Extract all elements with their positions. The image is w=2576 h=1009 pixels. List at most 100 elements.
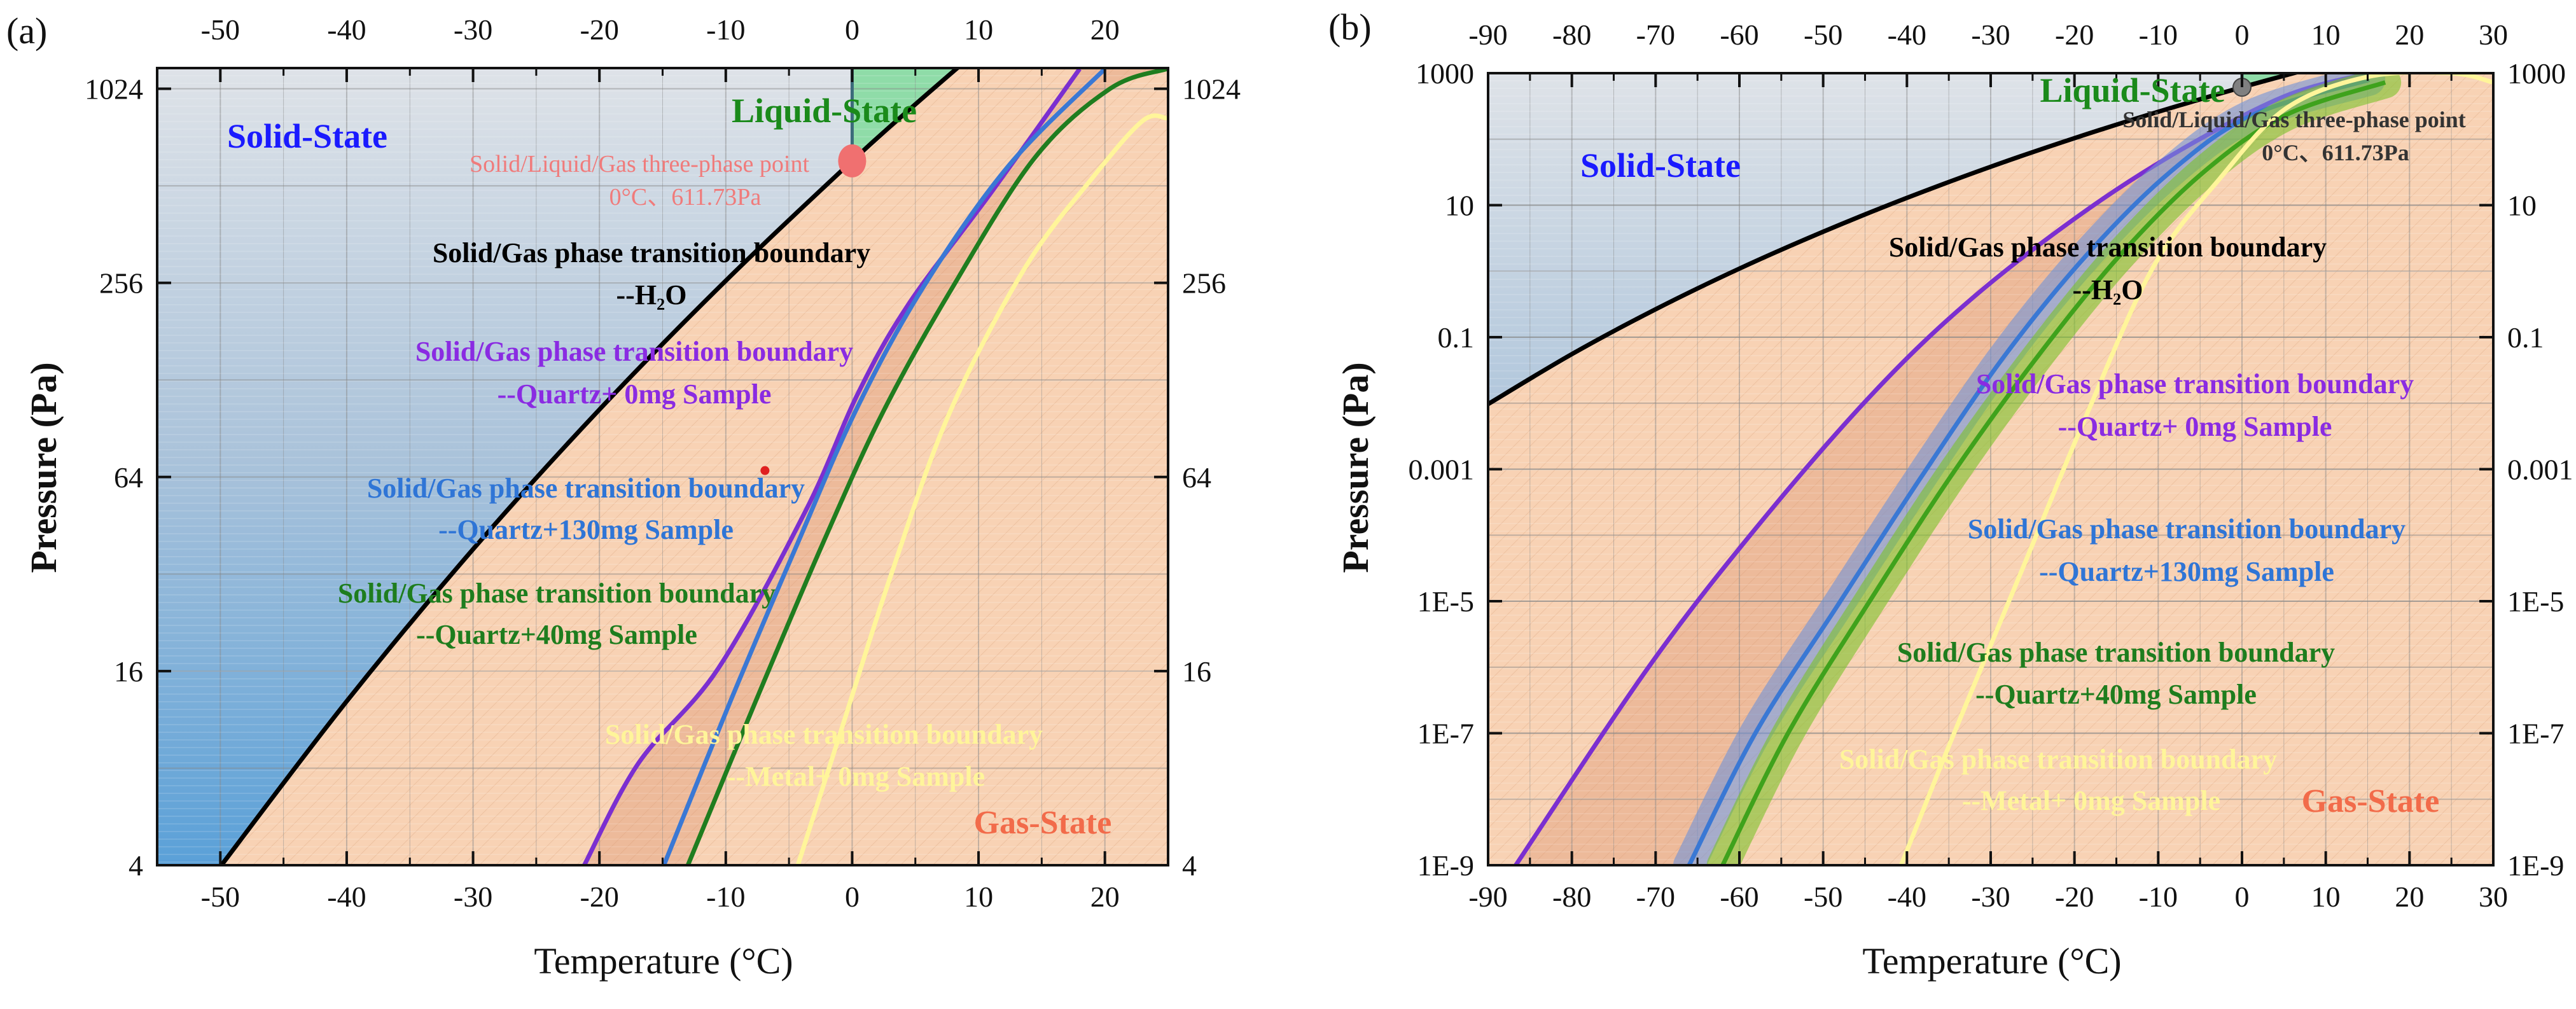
y-tick-label-left: 64 [114, 461, 143, 494]
h2o-label: Solid/Gas phase transition boundary [1889, 232, 2327, 263]
x-tick-label-bottom: -20 [580, 880, 619, 913]
triple-point-value: 0°C、611.73Pa [609, 184, 762, 211]
y-tick-label-right: 1E-9 [2507, 849, 2564, 882]
y-tick-label-right: 10 [2507, 190, 2537, 222]
panel-label-b: (b) [1328, 6, 1372, 48]
axis-ticks-b: -90 -90 -80 -80 -70 -70 -60 -60 -50 -50 -40 -40 -30 -… [1409, 18, 2573, 913]
quartz40-label: Solid/Gas phase transition boundary [338, 578, 776, 609]
x-tick-label-top: 0 [2235, 18, 2250, 51]
y-tick-label-left: 1000 [1416, 57, 1474, 90]
series-line-Quartz+0mg [582, 68, 1082, 865]
sample-shaded-region [584, 69, 1167, 865]
x-tick-label-bottom: -30 [1971, 880, 2010, 913]
x-tick-label-top: -20 [580, 13, 619, 46]
x-tick-label-top: -10 [2139, 18, 2178, 51]
triple-point-label: Solid/Liquid/Gas three-phase point [470, 151, 809, 177]
x-tick-label-bottom: -50 [1804, 880, 1842, 913]
quartz130-label: Solid/Gas phase transition boundary [367, 473, 805, 504]
x-tick-label-top: -30 [454, 13, 492, 46]
x-tick-label-bottom: -50 [201, 880, 240, 913]
plot-area-a [157, 68, 1168, 865]
liquid-state-label: Liquid-State [2040, 71, 2225, 109]
y-tick-label-right: 1E-7 [2507, 718, 2564, 750]
solid-state-label: Solid-State [227, 117, 387, 155]
triple-point-marker [838, 144, 867, 177]
x-tick-label-top: -80 [1552, 18, 1591, 51]
y-tick-label-right: 1000 [2507, 57, 2566, 90]
panel-label-a: (a) [6, 10, 47, 52]
series-line-Quartz+130mg [662, 68, 1107, 865]
quartz40-sublabel: --Quartz+40mg Sample [416, 619, 697, 650]
x-tick-label-top: -70 [1636, 18, 1675, 51]
quartz0-sublabel: --Quartz+ 0mg Sample [2058, 411, 2332, 442]
x-tick-label-bottom: -10 [706, 880, 745, 913]
quartz0-label: Solid/Gas phase transition boundary [415, 336, 853, 367]
x-tick-label-top: -90 [1468, 18, 1507, 51]
x-tick-label-bottom: 0 [845, 880, 860, 913]
x-tick-label-bottom: 0 [2235, 880, 2250, 913]
y-tick-label-right: 256 [1182, 267, 1226, 300]
y-tick-label-right: 1E-5 [2507, 585, 2564, 618]
solid-state-label: Solid-State [1580, 146, 1741, 184]
x-tick-label-bottom: -40 [1888, 880, 1926, 913]
x-tick-label-bottom: 10 [2311, 880, 2341, 913]
y-tick-label-left: 256 [99, 267, 143, 300]
x-tick-label-bottom: 10 [964, 880, 993, 913]
x-tick-label-bottom: 30 [2479, 880, 2508, 913]
series-line-Quartz+130mg [1687, 78, 2371, 865]
y-tick-label-left: 10 [1445, 190, 1474, 222]
x-tick-label-top: 20 [1090, 13, 1120, 46]
y-axis-title-a: Pressure (Pa) [23, 362, 64, 573]
y-tick-label-right: 1024 [1182, 73, 1241, 106]
series-line-Metal+0mg [1898, 73, 2493, 865]
y-tick-label-left: 0.1 [1438, 321, 1475, 354]
gas-state-label: Gas-State [2302, 783, 2440, 819]
metal0-label: Solid/Gas phase transition boundary [605, 719, 1043, 750]
quartz130-label: Solid/Gas phase transition boundary [1968, 513, 2405, 545]
x-tick-label-top: 20 [2395, 18, 2424, 51]
panel-b: (b) -90 -90 -80 -80 -70 -70 -60 -60 -50 -50 -40 -40… [1328, 6, 2573, 982]
quartz130-sublabel: --Quartz+130mg Sample [438, 514, 734, 545]
h2o-sublabel: --H₂O [616, 279, 687, 310]
metal0-sublabel: --Metal+ 0mg Sample [1962, 785, 2220, 816]
axis-ticks-a: -50 -50 -40 -40 -30 -30 -20 -20 -10 -10 0 0 10 10 20 20… [85, 13, 1241, 913]
quartz130-sublabel: --Quartz+130mg Sample [2039, 556, 2334, 587]
y-tick-label-left: 1E-9 [1417, 849, 1474, 882]
triple-point-value: 0°C、611.73Pa [2262, 140, 2409, 165]
x-tick-label-top: 10 [964, 13, 993, 46]
quartz40-label: Solid/Gas phase transition boundary [1897, 637, 2335, 668]
x-tick-label-top: 30 [2479, 18, 2508, 51]
metal0-sublabel: --Metal+ 0mg Sample [727, 761, 985, 792]
y-tick-label-left: 1024 [85, 73, 143, 106]
x-tick-label-top: -10 [706, 13, 745, 46]
h2o-sublabel: --H₂O [2073, 274, 2143, 305]
y-tick-label-left: 16 [114, 655, 143, 688]
data-marker [760, 466, 770, 475]
x-tick-label-bottom: -30 [454, 880, 492, 913]
x-tick-label-bottom: -10 [2139, 880, 2178, 913]
series-line-Metal+0mg [795, 113, 1167, 865]
x-tick-label-bottom: -60 [1720, 880, 1758, 913]
y-tick-label-right: 4 [1182, 849, 1197, 882]
x-tick-label-top: 0 [845, 13, 860, 46]
metal0-label: Solid/Gas phase transition boundary [1839, 744, 2277, 775]
solid-region [157, 68, 853, 865]
quartz0-label: Solid/Gas phase transition boundary [1976, 368, 2414, 400]
x-tick-label-top: -20 [2055, 18, 2094, 51]
x-tick-label-bottom: 20 [2395, 880, 2424, 913]
liquid-region [852, 68, 957, 161]
gas-state-label: Gas-State [974, 805, 1112, 841]
quartz0-sublabel: --Quartz+ 0mg Sample [498, 379, 772, 410]
x-tick-label-bottom: -40 [327, 880, 366, 913]
y-tick-label-left: 1E-5 [1417, 585, 1474, 618]
x-tick-label-top: -60 [1720, 18, 1758, 51]
x-axis-title-a: Temperature (°C) [534, 940, 793, 982]
h2o-label: Solid/Gas phase transition boundary [433, 237, 870, 268]
triple-point-label: Solid/Liquid/Gas three-phase point [2122, 107, 2466, 132]
x-tick-label-bottom: -70 [1636, 880, 1675, 913]
x-tick-label-top: -40 [327, 13, 366, 46]
x-tick-label-top: -30 [1971, 18, 2010, 51]
x-tick-label-top: -50 [1804, 18, 1842, 51]
x-tick-label-top: 10 [2311, 18, 2341, 51]
